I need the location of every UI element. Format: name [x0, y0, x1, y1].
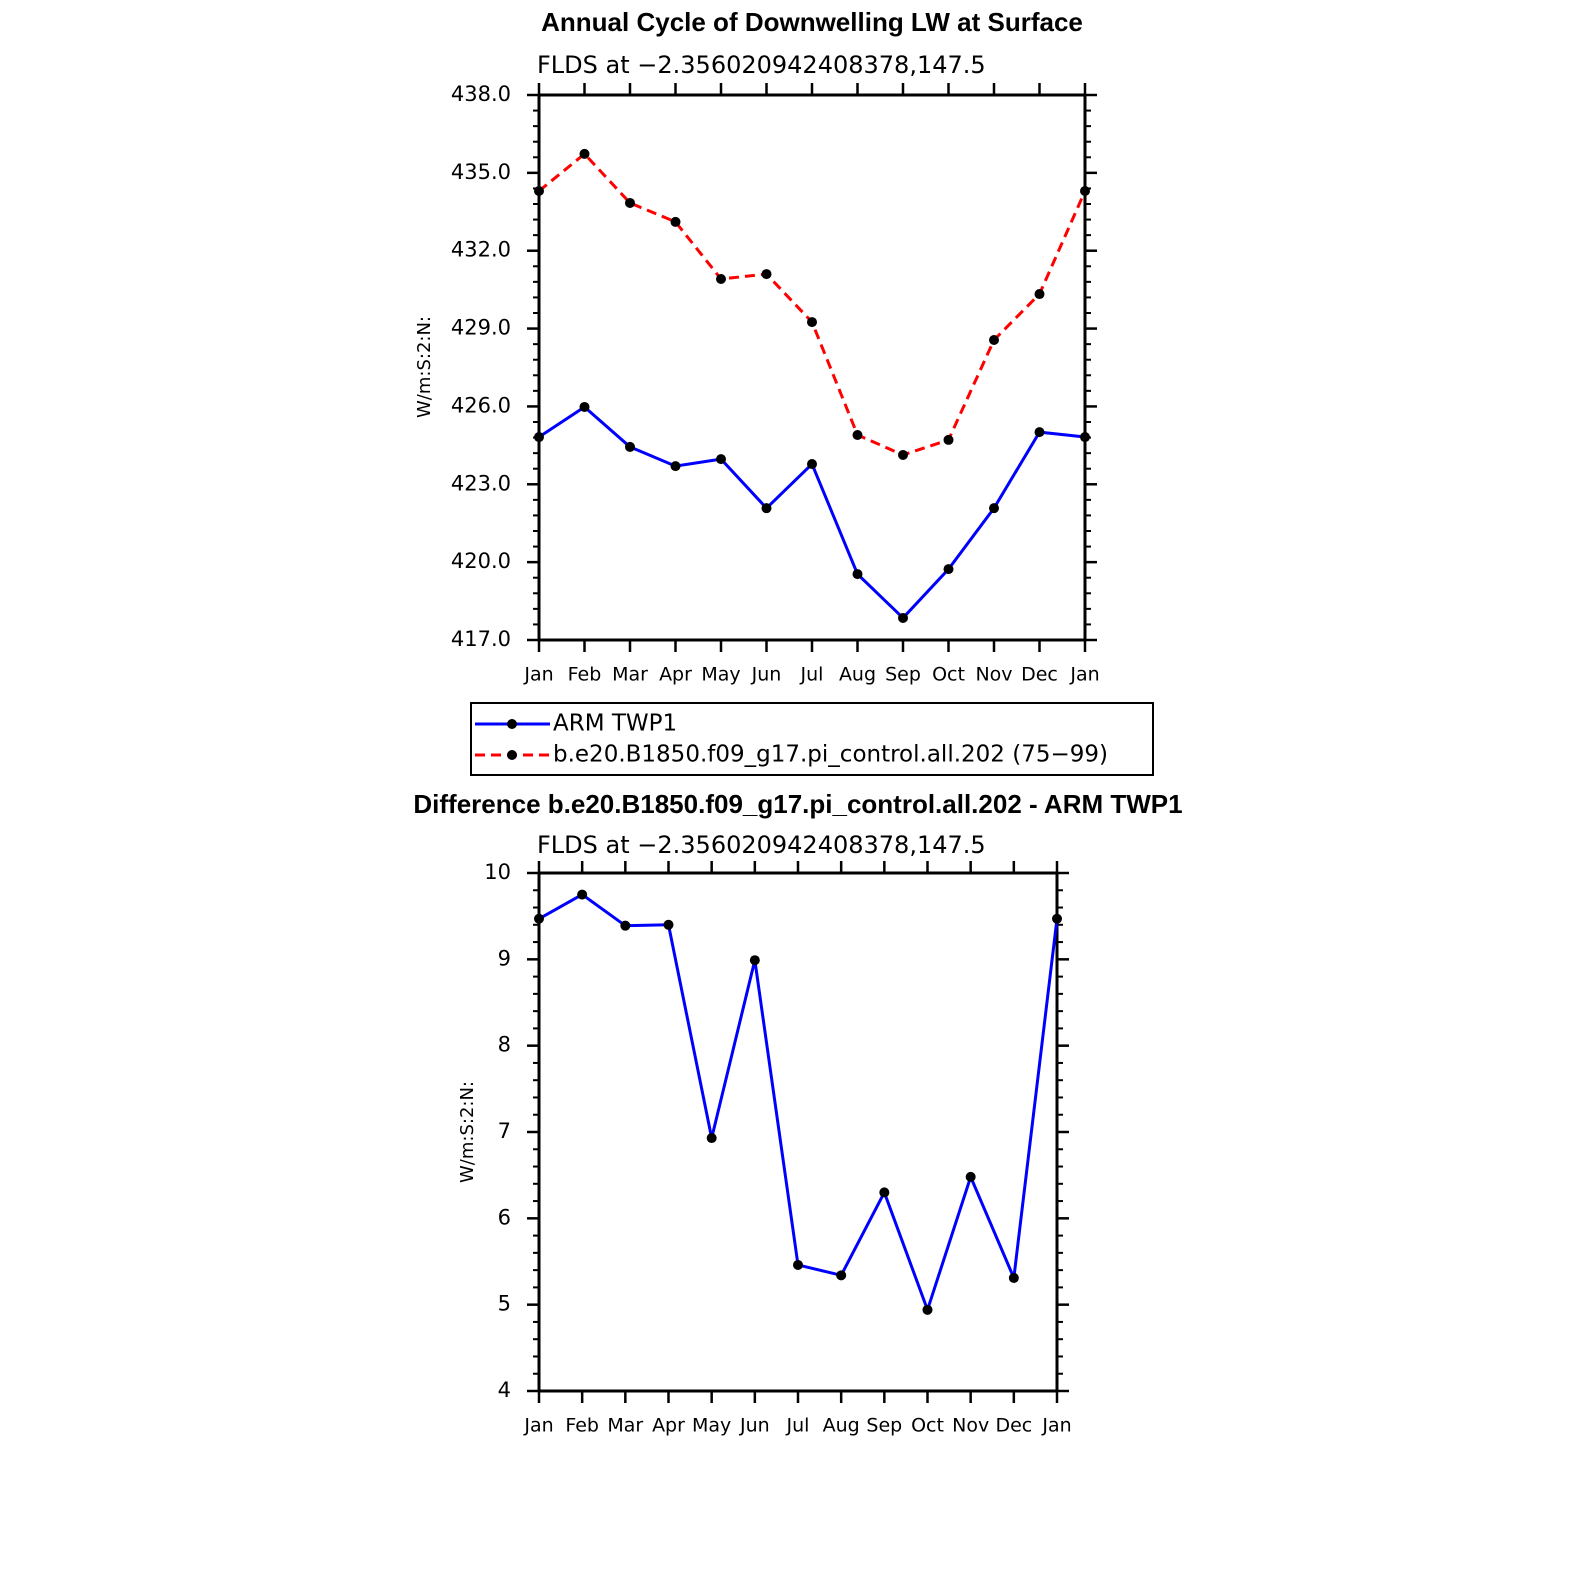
- data-point: [852, 429, 863, 440]
- y-tick-label: 438.0: [451, 82, 511, 106]
- x-tick-label: Jan: [1069, 664, 1099, 686]
- y-tick-label: 420.0: [451, 549, 511, 573]
- data-point: [852, 569, 863, 580]
- data-point: [965, 1171, 976, 1182]
- x-tick-label: May: [692, 1415, 731, 1437]
- x-tick-label: Nov: [952, 1415, 989, 1437]
- x-tick-label: Jan: [1041, 1415, 1071, 1437]
- x-tick-label: Aug: [823, 1415, 860, 1437]
- data-point: [579, 401, 590, 412]
- y-tick-label: 6: [498, 1205, 511, 1229]
- data-point: [534, 913, 544, 924]
- data-point: [761, 269, 772, 280]
- data-point: [1052, 913, 1062, 924]
- y-tick-label: 429.0: [451, 316, 511, 340]
- x-tick-label: Jun: [739, 1415, 770, 1437]
- x-tick-label: Feb: [568, 664, 602, 686]
- x-tick-label: Nov: [975, 664, 1012, 686]
- data-point: [793, 1259, 803, 1270]
- y-tick-label: 423.0: [451, 471, 511, 495]
- x-tick-label: Mar: [612, 664, 648, 686]
- y-tick-label: 8: [498, 1033, 511, 1057]
- legend-label: ARM TWP1: [553, 711, 677, 737]
- data-point: [761, 503, 772, 514]
- legend-label: b.e20.B1850.f09_g17.pi_control.all.202 (…: [553, 742, 1108, 768]
- chart-subtitle: FLDS at −2.356020942408378,147.5: [537, 51, 986, 79]
- x-tick-label: Dec: [1021, 664, 1058, 686]
- legend-marker: [507, 750, 517, 760]
- data-point: [663, 919, 674, 930]
- x-tick-label: Oct: [932, 664, 965, 686]
- x-tick-label: Apr: [659, 664, 692, 686]
- data-point: [922, 1304, 933, 1315]
- data-point: [577, 889, 588, 900]
- data-point: [670, 461, 681, 472]
- x-tick-label: Mar: [607, 1415, 643, 1437]
- y-tick-label: 432.0: [451, 238, 511, 262]
- data-point: [579, 148, 590, 159]
- plot-frame: [537, 871, 1059, 1393]
- data-point: [989, 503, 999, 514]
- legend-marker: [507, 719, 517, 729]
- data-point: [534, 432, 544, 443]
- x-tick-label: Feb: [565, 1415, 599, 1437]
- y-tick-label: 9: [498, 946, 511, 970]
- chart-title: Annual Cycle of Downwelling LW at Surfac…: [541, 7, 1083, 37]
- data-point: [716, 274, 726, 285]
- y-tick-label: 10: [484, 860, 511, 884]
- data-point: [943, 564, 954, 575]
- legend-box: [470, 702, 1154, 776]
- data-point: [836, 1270, 847, 1281]
- y-tick-label: 7: [498, 1119, 511, 1143]
- series-line: [538, 892, 1059, 1315]
- plot-frame: [537, 93, 1087, 642]
- y-axis-label: W/m:S:2:N:: [457, 1081, 478, 1183]
- x-tick-label: Dec: [995, 1415, 1032, 1437]
- y-tick-label: 5: [498, 1292, 511, 1316]
- x-tick-label: Sep: [866, 1415, 902, 1437]
- data-point: [807, 459, 817, 470]
- data-point: [620, 920, 631, 931]
- data-point: [807, 317, 817, 328]
- data-point: [625, 197, 635, 208]
- x-tick-label: Jun: [751, 664, 782, 686]
- series-line: [538, 405, 1086, 621]
- series-line: [538, 151, 1087, 457]
- data-point: [943, 434, 954, 445]
- x-tick-label: Jul: [800, 664, 824, 686]
- chart-subtitle: FLDS at −2.356020942408378,147.5: [537, 831, 986, 859]
- x-tick-label: Jan: [523, 664, 553, 686]
- data-point: [1034, 427, 1045, 438]
- data-point: [989, 334, 999, 345]
- y-tick-label: 417.0: [451, 627, 511, 651]
- data-point: [1034, 289, 1045, 300]
- data-point: [898, 449, 908, 460]
- chart-title: Difference b.e20.B1850.f09_g17.pi_contro…: [413, 789, 1182, 819]
- data-point: [670, 216, 681, 227]
- data-point: [879, 1187, 890, 1198]
- data-point: [716, 454, 726, 465]
- data-point: [898, 612, 908, 623]
- x-tick-label: Jan: [523, 1415, 553, 1437]
- data-point: [534, 186, 544, 197]
- data-point: [706, 1133, 717, 1144]
- data-point: [1008, 1272, 1019, 1283]
- data-point: [1080, 432, 1090, 443]
- x-tick-label: May: [701, 664, 740, 686]
- x-tick-label: Sep: [885, 664, 921, 686]
- y-axis-label: W/m:S:2:N:: [414, 316, 435, 418]
- x-tick-label: Jul: [786, 1415, 810, 1437]
- data-point: [749, 955, 760, 966]
- y-tick-label: 426.0: [451, 393, 511, 417]
- x-tick-label: Oct: [911, 1415, 944, 1437]
- x-tick-label: Apr: [652, 1415, 685, 1437]
- data-point: [1080, 186, 1090, 197]
- y-tick-label: 435.0: [451, 160, 511, 184]
- y-tick-label: 4: [498, 1378, 511, 1402]
- x-tick-label: Aug: [839, 664, 876, 686]
- data-point: [625, 441, 635, 452]
